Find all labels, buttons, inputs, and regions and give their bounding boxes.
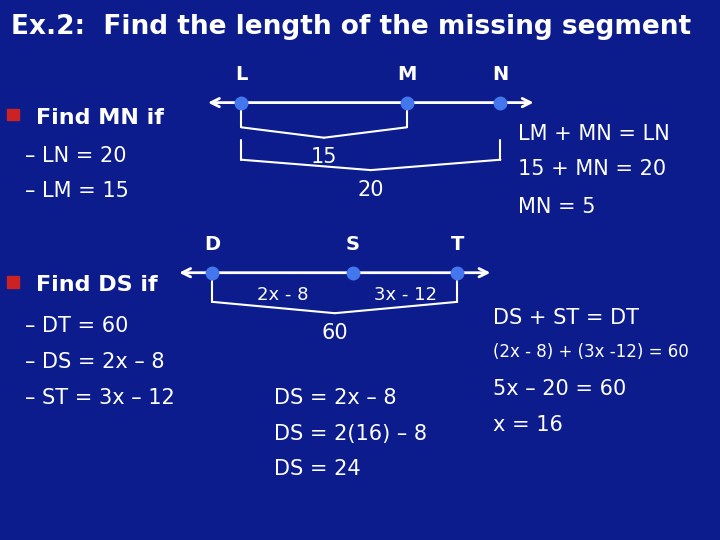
Text: MN = 5: MN = 5 — [518, 197, 596, 217]
Text: – LN = 20: – LN = 20 — [25, 146, 127, 166]
Text: DS = 24: DS = 24 — [274, 459, 360, 479]
Text: 60: 60 — [322, 323, 348, 343]
Text: DS + ST = DT: DS + ST = DT — [493, 308, 639, 328]
Text: T: T — [451, 235, 464, 254]
Text: – ST = 3x – 12: – ST = 3x – 12 — [25, 388, 175, 408]
Text: 15 + MN = 20: 15 + MN = 20 — [518, 159, 667, 179]
Text: (2x - 8) + (3x -12) = 60: (2x - 8) + (3x -12) = 60 — [493, 343, 689, 361]
Text: Find DS if: Find DS if — [36, 275, 158, 295]
Text: – DS = 2x – 8: – DS = 2x – 8 — [25, 352, 165, 372]
Text: 3x - 12: 3x - 12 — [374, 286, 436, 304]
Text: D: D — [204, 235, 220, 254]
Text: DS = 2x – 8: DS = 2x – 8 — [274, 388, 396, 408]
Text: 2x - 8: 2x - 8 — [257, 286, 308, 304]
Text: Find MN if: Find MN if — [36, 108, 164, 128]
Text: – DT = 60: – DT = 60 — [25, 316, 129, 336]
Text: x = 16: x = 16 — [493, 415, 563, 435]
Text: M: M — [397, 65, 416, 84]
Text: – LM = 15: – LM = 15 — [25, 181, 129, 201]
FancyBboxPatch shape — [7, 109, 19, 120]
Text: S: S — [346, 235, 360, 254]
Text: L: L — [235, 65, 248, 84]
Text: LM + MN = LN: LM + MN = LN — [518, 124, 670, 144]
Text: DS = 2(16) – 8: DS = 2(16) – 8 — [274, 424, 426, 444]
Text: 5x – 20 = 60: 5x – 20 = 60 — [493, 379, 626, 399]
Text: 15: 15 — [311, 147, 337, 167]
FancyBboxPatch shape — [7, 276, 19, 288]
Text: 20: 20 — [358, 180, 384, 200]
Text: N: N — [492, 65, 508, 84]
Text: Ex.2:  Find the length of the missing segment: Ex.2: Find the length of the missing seg… — [11, 14, 691, 39]
